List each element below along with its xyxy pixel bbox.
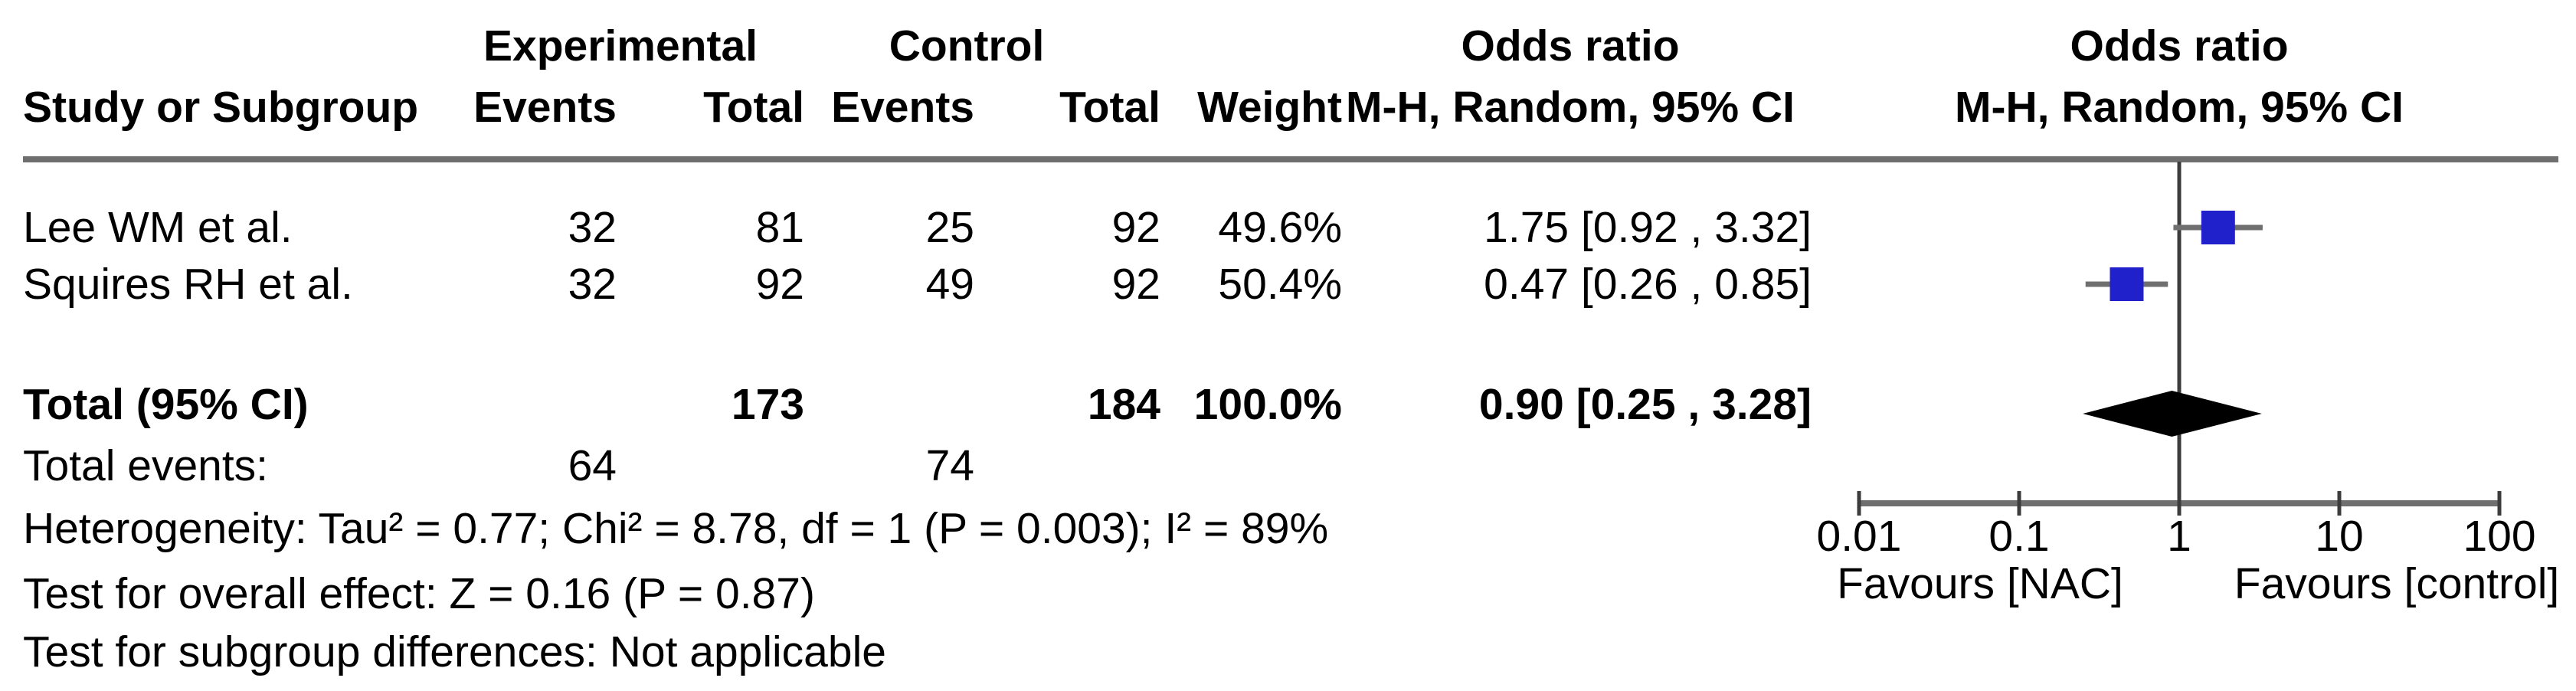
total-events-label: Total events: (23, 441, 269, 490)
column-group-odds-ratio: Odds ratio (1461, 21, 1680, 70)
header-experimental-events: Events (473, 83, 617, 132)
header-group-row: Experimental Control Odds ratio Odds rat… (0, 18, 2576, 74)
study-marker-square (2110, 267, 2144, 301)
control-events-value: 49 (925, 260, 974, 309)
plot-title-odds-ratio: Odds ratio (2070, 21, 2289, 70)
overall-effect-row: Test for overall effect: Z = 0.16 (P = 0… (0, 565, 2576, 622)
axis-tick-label-10: 10 (2315, 512, 2364, 561)
experimental-events-value: 32 (568, 203, 617, 252)
total-control-total: 184 (1087, 380, 1160, 429)
subgroup-differences-text: Test for subgroup differences: Not appli… (23, 627, 886, 676)
total-odds-ratio-ci: 0.90 [0.25 , 3.28] (1478, 380, 1812, 429)
axis-tick-label-100: 100 (2463, 512, 2536, 561)
experimental-events-value: 32 (568, 260, 617, 309)
study-row-lee: Lee WM et al. 32 81 25 92 49.6% 1.75 [0.… (0, 199, 2576, 256)
header-experimental-total: Total (703, 83, 804, 132)
study-name: Squires RH et al. (23, 260, 353, 309)
header-mh-random-ci: M-H, Random, 95% CI (1346, 83, 1795, 132)
control-events-value: 25 (925, 203, 974, 252)
forest-plot-canvas (1857, 162, 2502, 516)
total-row: Total (95% CI) 173 184 100.0% 0.90 [0.25… (0, 376, 2576, 433)
axis-tick-label-1: 1 (2167, 512, 2191, 561)
overall-effect-text: Test for overall effect: Z = 0.16 (P = 0… (23, 569, 815, 618)
total-events-experimental: 64 (568, 441, 617, 490)
study-row-squires: Squires RH et al. 32 92 49 92 50.4% 0.47… (0, 256, 2576, 313)
total-weight: 100.0% (1193, 380, 1342, 429)
subgroup-differences-row: Test for subgroup differences: Not appli… (0, 624, 2576, 680)
summary-diamond (2083, 391, 2262, 437)
column-header-row: Study or Subgroup Events Total Events To… (0, 79, 2576, 136)
total-events-row: Total events: 64 74 (0, 437, 2576, 494)
weight-value: 49.6% (1218, 203, 1342, 252)
control-total-value: 92 (1111, 203, 1160, 252)
column-group-control: Control (889, 21, 1045, 70)
header-weight: Weight (1197, 83, 1342, 132)
heterogeneity-row: Heterogeneity: Tau² = 0.77; Chi² = 8.78,… (0, 500, 2576, 557)
study-name: Lee WM et al. (23, 203, 293, 252)
heterogeneity-text: Heterogeneity: Tau² = 0.77; Chi² = 8.78,… (23, 504, 1329, 553)
experimental-total-value: 92 (755, 260, 804, 309)
total-events-control: 74 (925, 441, 974, 490)
header-study-or-subgroup: Study or Subgroup (23, 83, 419, 132)
study-marker-square (2201, 211, 2235, 244)
weight-value: 50.4% (1218, 260, 1342, 309)
total-label: Total (95% CI) (23, 380, 309, 429)
control-total-value: 92 (1111, 260, 1160, 309)
odds-ratio-ci-value: 0.47 [0.26 , 0.85] (1484, 260, 1812, 309)
axis-tick-label-01: 0.1 (1988, 512, 2050, 561)
column-group-experimental: Experimental (483, 21, 758, 70)
odds-ratio-ci-value: 1.75 [0.92 , 3.32] (1484, 203, 1812, 252)
plot-subtitle-mh-random-ci: M-H, Random, 95% CI (1955, 83, 2404, 132)
experimental-total-value: 81 (755, 203, 804, 252)
header-control-total: Total (1059, 83, 1160, 132)
axis-tick-label-001: 0.01 (1816, 512, 1902, 561)
favours-right-label: Favours [control] (2234, 559, 2560, 608)
header-control-events: Events (831, 83, 974, 132)
header-separator-line (23, 156, 2558, 162)
total-experimental-total: 173 (731, 380, 804, 429)
favours-left-label: Favours [NAC] (1837, 559, 2123, 608)
